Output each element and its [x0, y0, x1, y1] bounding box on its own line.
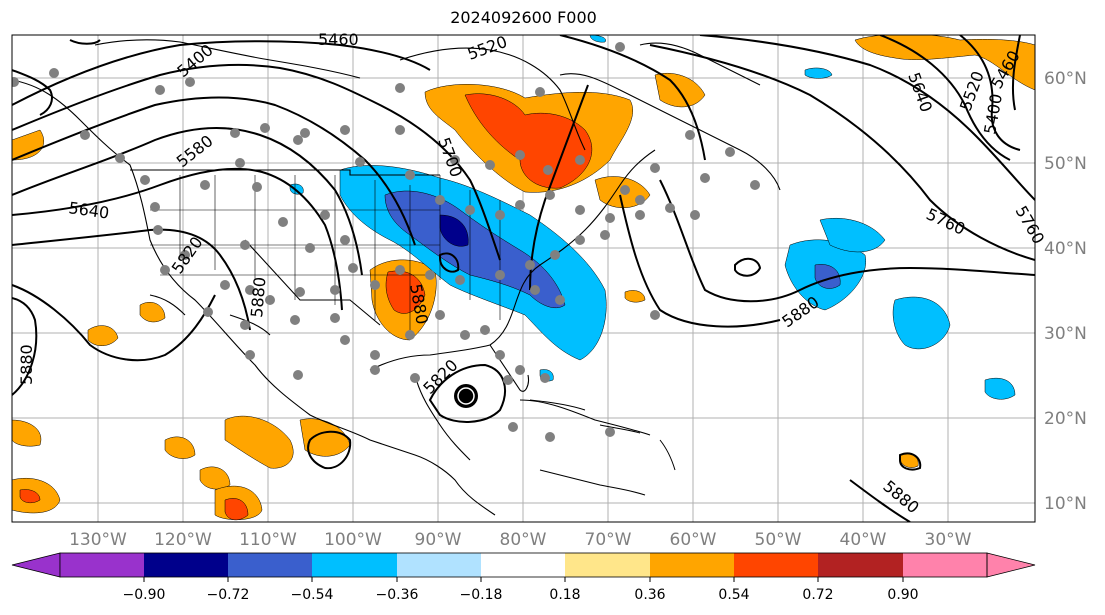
colorbar-segment	[60, 553, 144, 577]
colorbar-segment	[397, 553, 481, 577]
colorbar-tick-label: 0.18	[549, 587, 580, 603]
lon-label: 120°W	[154, 530, 212, 550]
shading-positive	[12, 35, 1035, 521]
colorbar-tick-label: 0.72	[802, 587, 833, 603]
colorbar-tick-label: 0.54	[718, 587, 749, 603]
colorbar-outline	[59, 552, 988, 578]
lon-label: 70°W	[585, 530, 632, 550]
lat-label: 10°N	[1044, 494, 1087, 514]
colorbar: −0.90 −0.72 −0.54 −0.36 −0.18 0.18 0.36 …	[11, 552, 1036, 603]
map-frame	[11, 34, 1036, 523]
lon-label: 40°W	[840, 530, 887, 550]
colorbar-tick-label: 0.90	[887, 587, 918, 603]
islands	[529, 399, 676, 471]
colorbar-tick-label: −0.90	[123, 587, 166, 603]
colorbar-tick-label: −0.54	[291, 587, 334, 603]
colorbar-segment	[565, 553, 650, 577]
colorbar-segment	[734, 553, 818, 577]
colorbar-extend-low	[11, 552, 61, 578]
lat-label: 60°N	[1044, 69, 1087, 89]
latitude-labels: 60°N 50°N 40°N 30°N 20°N 10°N	[1044, 69, 1087, 514]
lat-label: 20°N	[1044, 409, 1087, 429]
map-title: 2024092600 F000	[450, 8, 597, 27]
contour-label: 5880	[247, 276, 269, 318]
hurricane-marker	[454, 384, 478, 408]
lat-label: 50°N	[1044, 154, 1087, 174]
lon-label: 60°W	[670, 530, 717, 550]
lon-label: 130°W	[69, 530, 127, 550]
colorbar-tick-label: −0.18	[460, 587, 503, 603]
colorbar-tick-label: 0.36	[634, 587, 665, 603]
height-contours	[12, 35, 1035, 522]
station-dots	[12, 42, 760, 442]
lon-label: 110°W	[239, 530, 297, 550]
colorbar-tick-label: −0.72	[207, 587, 250, 603]
colorbar-segment	[144, 553, 228, 577]
lat-label: 40°N	[1044, 239, 1087, 259]
colorbar-segment	[228, 553, 312, 577]
contour-label: 5880	[17, 344, 36, 385]
colorbar-segment	[650, 553, 734, 577]
contour-label: 5460	[318, 30, 359, 49]
colorbar-segment	[481, 553, 565, 577]
lon-label: 50°W	[755, 530, 802, 550]
colorbar-segment	[903, 553, 987, 577]
lat-label: 30°N	[1044, 324, 1087, 344]
lon-label: 80°W	[500, 530, 547, 550]
lon-label: 30°W	[925, 530, 972, 550]
longitude-labels: 130°W 120°W 110°W 100°W 90°W 80°W 70°W 6…	[69, 530, 972, 550]
colorbar-segment	[312, 553, 397, 577]
colorbar-tick-label: −0.36	[376, 587, 419, 603]
colorbar-segment	[818, 553, 903, 577]
lon-label: 100°W	[324, 530, 382, 550]
shading-negative	[289, 35, 1016, 400]
colorbar-extend-high	[986, 552, 1036, 578]
lon-label: 90°W	[415, 530, 462, 550]
